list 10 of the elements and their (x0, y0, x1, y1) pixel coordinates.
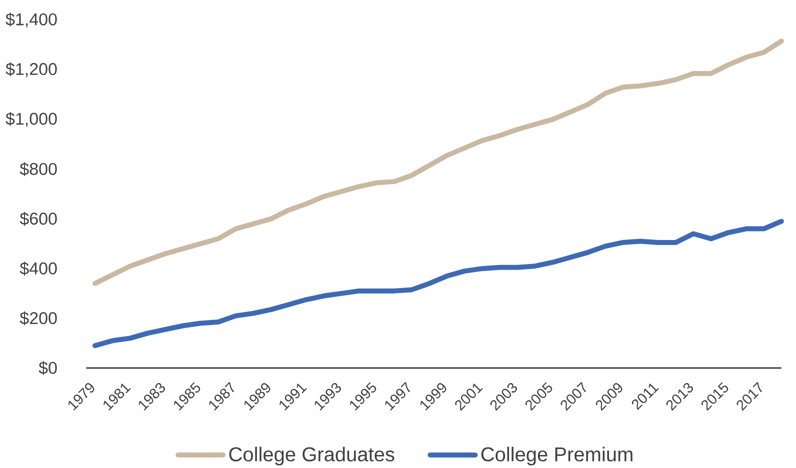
y-tick-label: $1,200 (6, 62, 57, 78)
y-tick-label: $200 (20, 311, 57, 326)
y-tick-label: $0 (38, 361, 57, 375)
legend-label: College Graduates (229, 446, 394, 466)
y-tick-label: $400 (20, 262, 57, 276)
y-tick-label: $1,000 (6, 112, 57, 127)
y-tick-label: $800 (20, 162, 57, 176)
legend-label: College Premium (481, 446, 632, 466)
y-tick-label: $600 (20, 212, 57, 226)
y-tick-label: $1,400 (6, 12, 57, 28)
